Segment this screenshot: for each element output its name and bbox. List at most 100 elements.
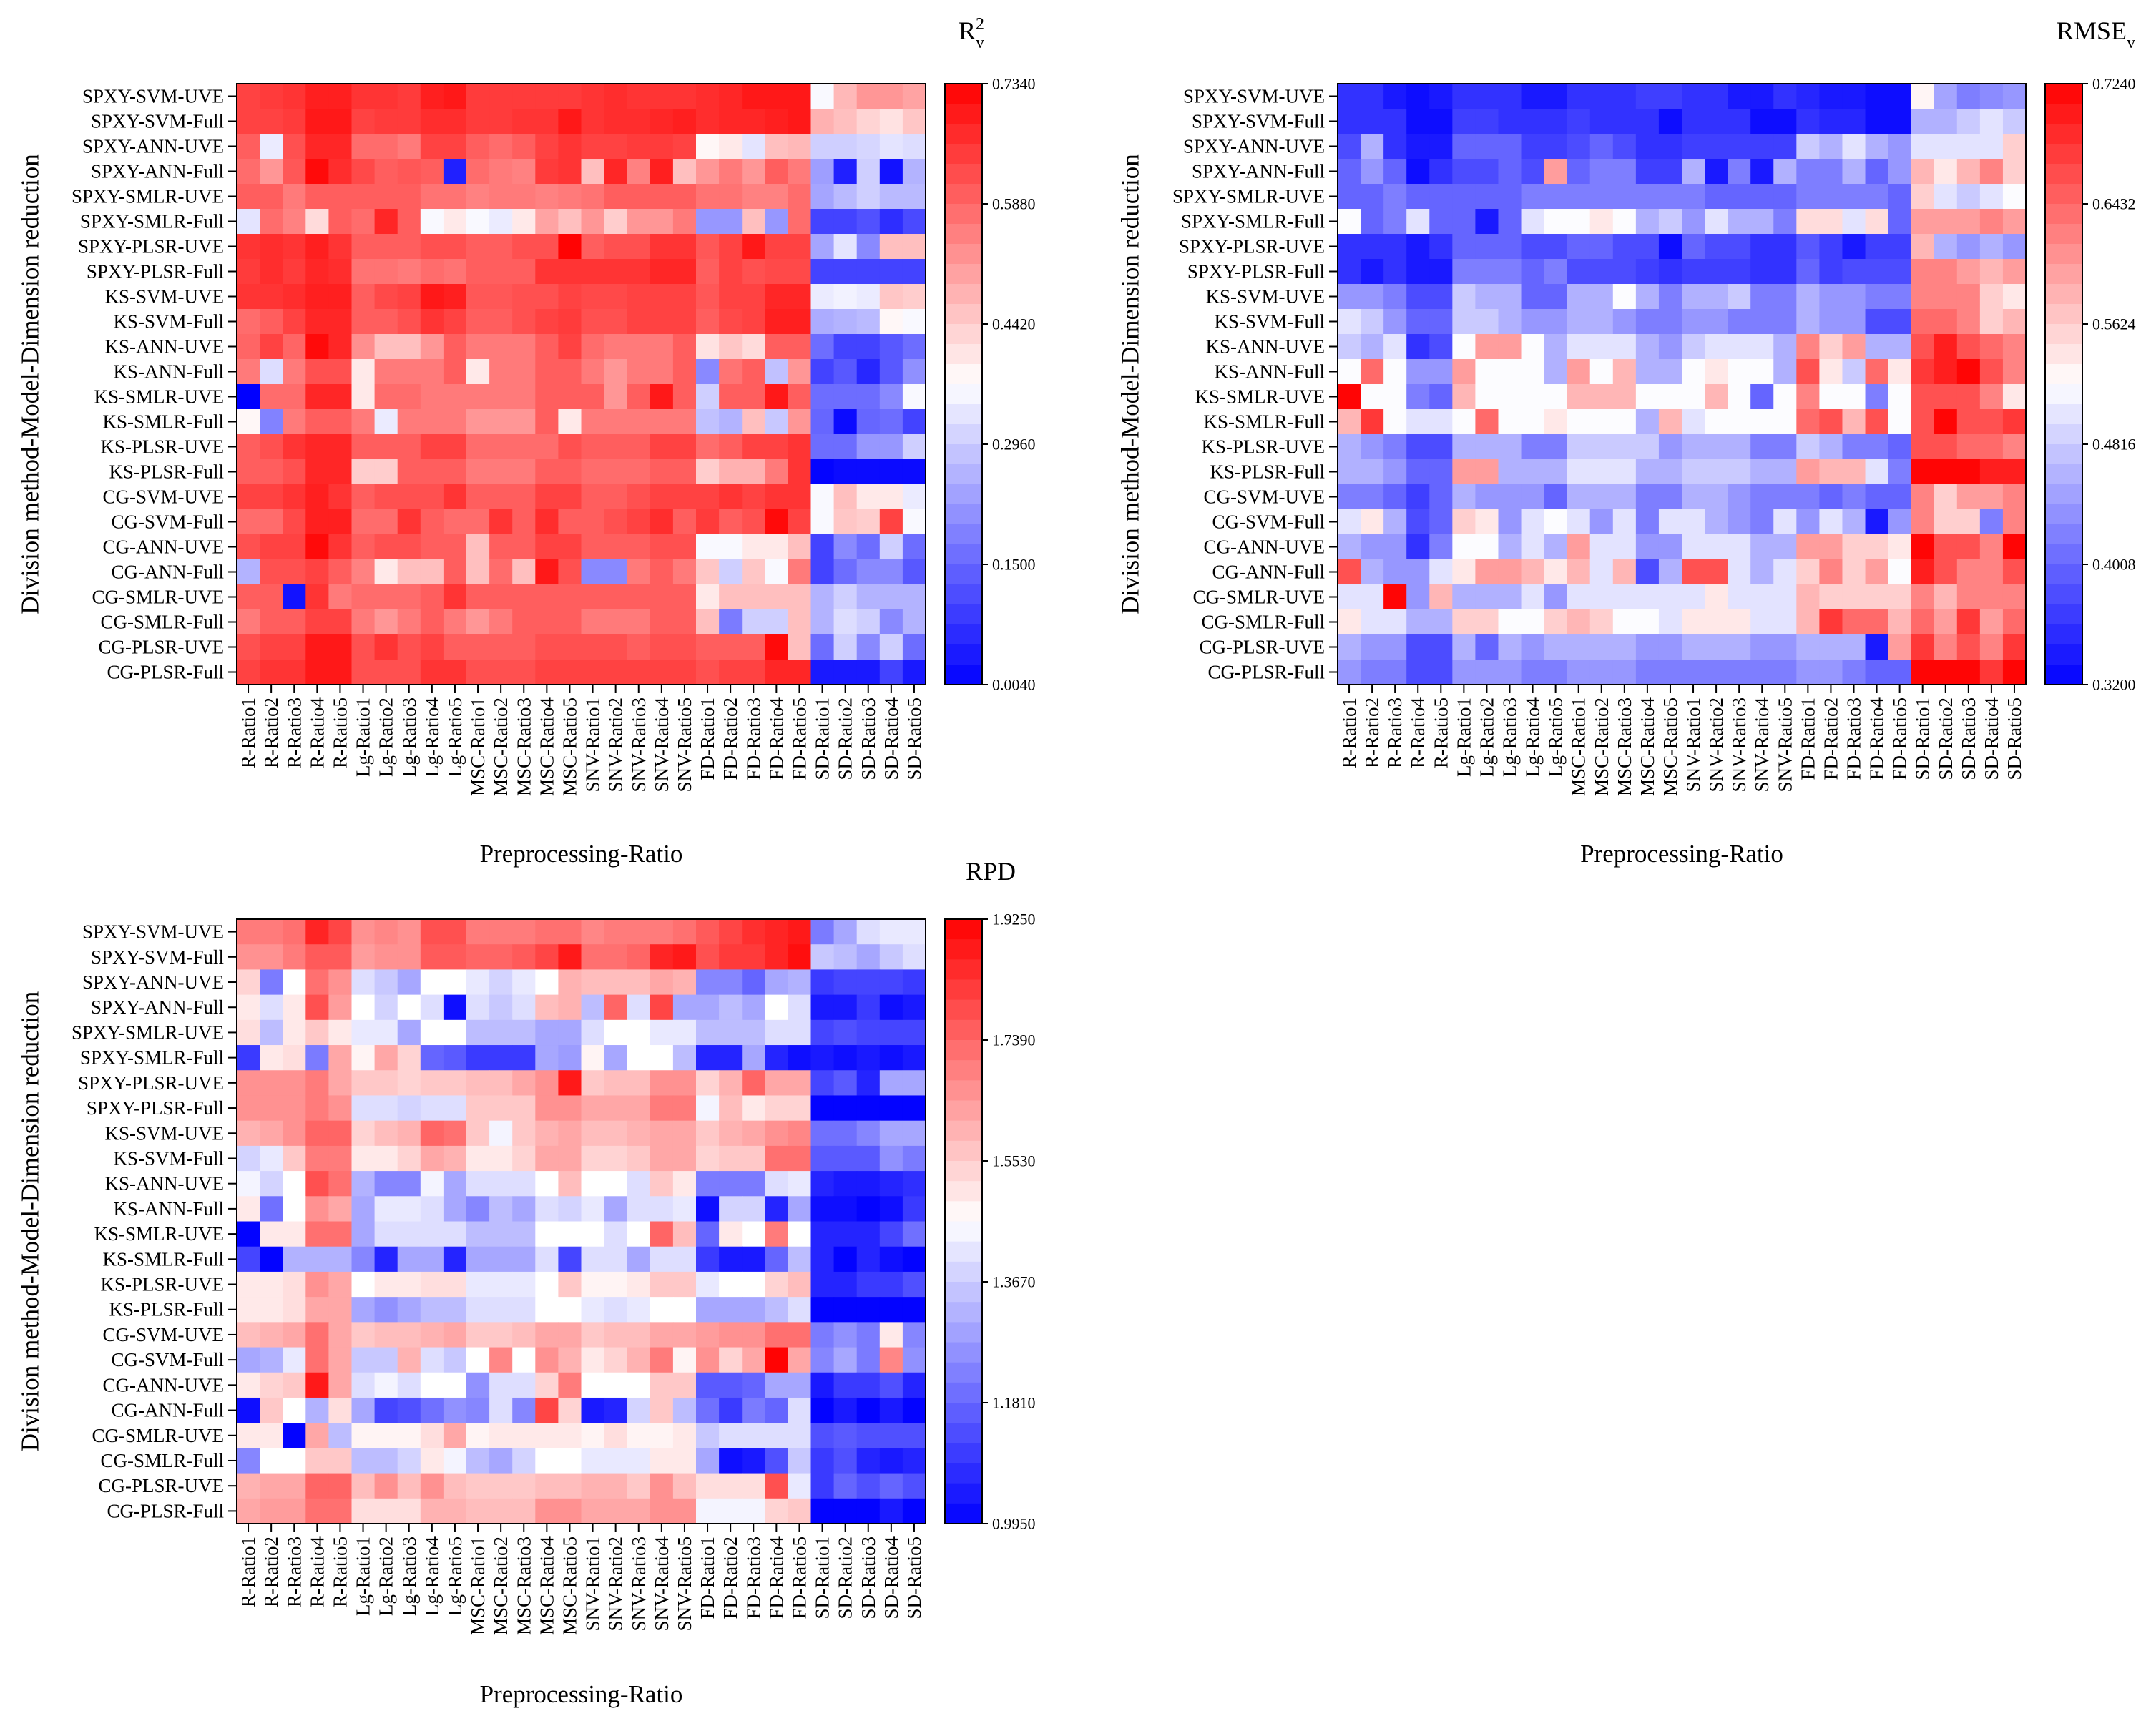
heatmap-cell	[765, 509, 788, 535]
heatmap-cell	[742, 919, 765, 945]
heatmap-cell	[512, 994, 536, 1021]
heatmap-cell	[489, 1397, 513, 1423]
heatmap-cell	[420, 1045, 444, 1071]
colorbar-tick-label: 0.7340	[992, 75, 1036, 93]
heatmap-cell	[1475, 84, 1499, 109]
heatmap-cell	[512, 609, 536, 635]
heatmap-cell	[1429, 609, 1453, 635]
heatmap-cell	[420, 434, 444, 460]
heatmap-cell	[260, 109, 283, 134]
heatmap-cell	[879, 309, 903, 335]
heatmap-cell	[604, 459, 628, 485]
heatmap-cell	[627, 1045, 651, 1071]
heatmap-cell	[1338, 84, 1361, 109]
heatmap-cell	[558, 1145, 582, 1172]
heatmap-cell	[1498, 660, 1522, 685]
heatmap-cell	[1705, 259, 1728, 285]
heatmap-cell	[672, 660, 697, 685]
colorbar-segment	[945, 304, 982, 325]
heatmap-cell	[788, 84, 812, 109]
heatmap-cell	[833, 1221, 858, 1247]
heatmap-cell	[1865, 309, 1889, 335]
heatmap-cell	[1452, 534, 1476, 560]
x-tick-label: SNV-Ratio2	[605, 1536, 627, 1632]
heatmap-cell	[581, 259, 605, 285]
heatmap-cell	[902, 284, 926, 310]
heatmap-cell	[1452, 284, 1476, 310]
heatmap-cell	[466, 1221, 490, 1247]
heatmap-cell	[1865, 284, 1889, 310]
heatmap-cell	[2002, 84, 2027, 109]
heatmap-cell	[558, 459, 582, 485]
heatmap-cell	[581, 1145, 605, 1172]
heatmap-cell	[1842, 284, 1866, 310]
heatmap-cell	[1361, 609, 1384, 635]
heatmap-cell	[1796, 534, 1820, 560]
heatmap-cell	[1612, 109, 1637, 134]
heatmap-cell	[397, 309, 421, 335]
heatmap-cell	[788, 109, 812, 134]
heatmap-cell	[1911, 234, 1935, 260]
heatmap-cell	[305, 1498, 329, 1524]
x-tick-label: MSC-Ratio5	[559, 697, 580, 796]
heatmap-cell	[650, 1423, 674, 1448]
heatmap-cell	[397, 209, 421, 235]
heatmap-cell	[351, 434, 376, 460]
heatmap-cell	[558, 259, 582, 285]
heatmap-cell	[1383, 409, 1407, 435]
x-tick-label: FD-Ratio2	[720, 1536, 741, 1619]
heatmap-cell	[1383, 84, 1407, 109]
heatmap-cell	[535, 994, 559, 1021]
heatmap-cell	[696, 209, 720, 235]
heatmap-cell	[1521, 134, 1545, 160]
heatmap-cell	[856, 1448, 881, 1474]
heatmap-cell	[581, 509, 605, 535]
heatmap-cell	[397, 184, 421, 210]
heatmap-cell	[1361, 284, 1384, 310]
heatmap-cell	[650, 559, 674, 585]
heatmap-cell	[328, 994, 353, 1021]
heatmap-cell	[1819, 109, 1843, 134]
heatmap-cell	[1612, 334, 1637, 360]
heatmap-cell	[1865, 660, 1889, 685]
heatmap-cell	[1589, 209, 1614, 235]
heatmap-cell	[420, 1246, 444, 1273]
heatmap-cell	[604, 84, 628, 109]
heatmap-cell	[1682, 184, 1705, 210]
heatmap-cell	[237, 1347, 260, 1373]
heatmap-cell	[489, 1196, 513, 1222]
heatmap-cell	[1819, 284, 1843, 310]
heatmap-cell	[1911, 634, 1935, 660]
heatmap-cell	[1521, 359, 1545, 385]
heatmap-cell	[879, 1498, 903, 1524]
heatmap-cell	[328, 609, 353, 635]
heatmap-cell	[489, 609, 513, 635]
heatmap-cell	[604, 1019, 628, 1046]
heatmap-cell	[558, 184, 582, 210]
heatmap-cell	[696, 309, 720, 335]
heatmap-cell	[466, 534, 490, 560]
heatmap-cell	[650, 409, 674, 435]
heatmap-cell	[489, 459, 513, 485]
heatmap-cell	[1819, 584, 1843, 610]
heatmap-cell	[833, 1171, 858, 1197]
heatmap-cell	[1750, 284, 1774, 310]
heatmap-cell	[833, 1372, 858, 1398]
heatmap-cell	[558, 234, 582, 260]
heatmap-cell	[1705, 134, 1728, 160]
colorbar-tick-label: 0.1500	[992, 556, 1036, 574]
heatmap-cell	[1361, 84, 1384, 109]
heatmap-cell	[512, 1473, 536, 1499]
heatmap-cell	[672, 1271, 697, 1298]
heatmap-cell	[1979, 434, 2004, 460]
heatmap-cell	[696, 944, 720, 971]
heatmap-cell	[305, 159, 329, 185]
heatmap-cell	[810, 1045, 835, 1071]
r2-heatmap-frame	[236, 83, 926, 685]
heatmap-cell	[489, 1448, 513, 1474]
heatmap-cell	[1475, 409, 1499, 435]
heatmap-cell	[1819, 309, 1843, 335]
heatmap-cell	[443, 1423, 467, 1448]
heatmap-cell	[466, 209, 490, 235]
heatmap-cell	[305, 1347, 329, 1373]
